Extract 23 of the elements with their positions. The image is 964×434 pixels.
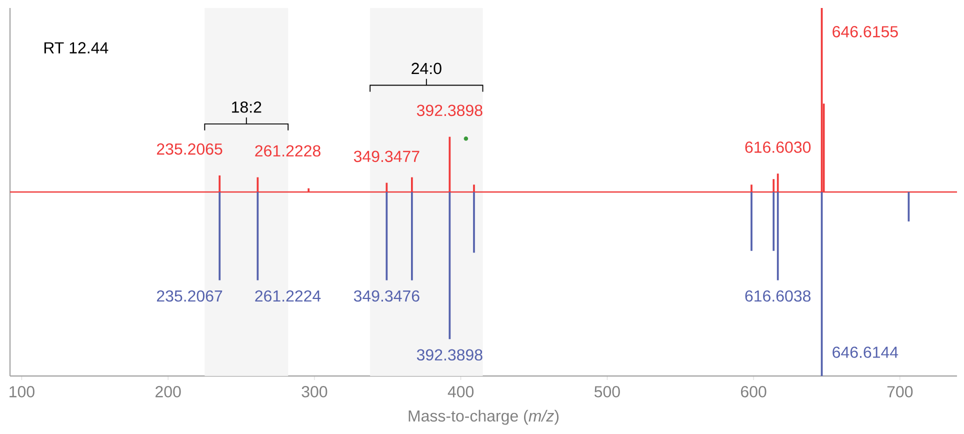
x-tick-label: 300 <box>302 386 328 398</box>
annotation: 235.2067 <box>156 290 222 302</box>
band-label: 18:2 <box>232 101 262 113</box>
annotation: 616.6038 <box>745 290 811 302</box>
x-tick-label: 400 <box>448 386 474 398</box>
annotation: 349.3476 <box>354 290 420 302</box>
x-tick-label: 500 <box>594 386 620 398</box>
annotation: 261.2224 <box>255 290 321 302</box>
annotation: 616.6030 <box>745 142 811 153</box>
annotation: 646.6155 <box>832 26 898 38</box>
x-axis-title: Mass-to-charge (m/z) <box>408 410 559 425</box>
annotation: 392.3898 <box>416 349 482 361</box>
x-tick-label: 700 <box>887 386 913 398</box>
annotation: 646.6144 <box>832 346 898 358</box>
x-tick-label: 200 <box>156 386 181 398</box>
annotation: 349.3477 <box>354 150 420 162</box>
x-tick-label: 100 <box>10 386 34 398</box>
band-label: 24:0 <box>412 62 442 74</box>
annotation: RT 12.44 <box>44 42 108 54</box>
annotation: 261.2228 <box>255 145 320 157</box>
x-tick-label: 600 <box>741 386 766 398</box>
annotation: 392.3898 <box>416 104 482 116</box>
annotation: 235.2065 <box>156 143 222 155</box>
